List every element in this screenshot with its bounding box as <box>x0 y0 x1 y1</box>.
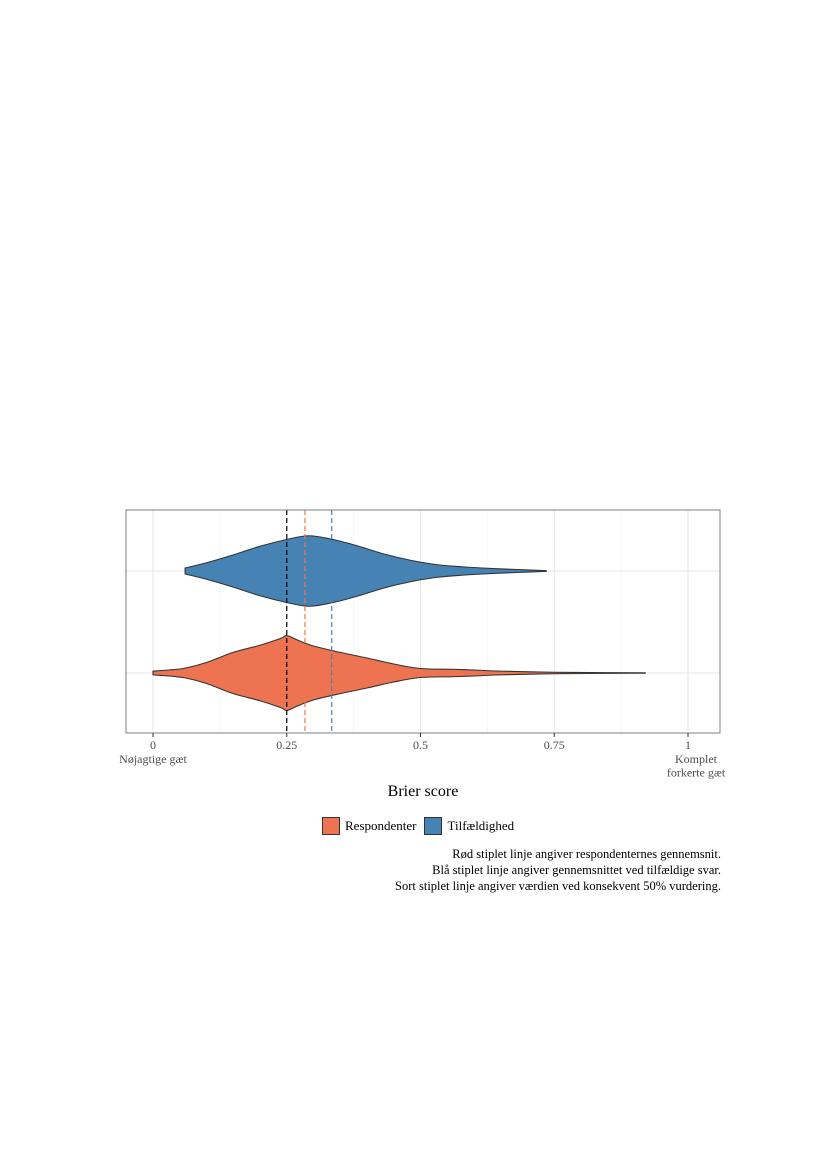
legend-label-respondenter: Respondenter <box>345 818 417 833</box>
caption-line-black: Sort stiplet linje angiver værdien ved k… <box>395 879 721 893</box>
violin-respondenter <box>152 634 646 712</box>
violins <box>152 535 646 712</box>
legend-label-tilfaeldighed: Tilfældighed <box>447 818 515 833</box>
legend-swatch-respondenter <box>322 817 340 835</box>
plot-panel-border <box>125 509 721 734</box>
x-tick-sublabel: Nøjagtige gæt <box>119 752 187 766</box>
legend-item-tilfaeldighed: Tilfældighed <box>424 817 514 835</box>
violin-tilf-ldighed <box>184 535 547 607</box>
x-tick-label: 0.25 <box>276 738 297 752</box>
x-tick-label: 0 <box>150 738 156 752</box>
x-tick-label: 0.75 <box>544 738 565 752</box>
legend-item-respondenter: Respondenter <box>322 817 416 835</box>
x-axis-title: Brier score <box>388 783 459 800</box>
x-tick-sublabel: forkerte gæt <box>667 766 726 780</box>
grid <box>126 510 720 733</box>
x-tick-label: 0.5 <box>413 738 428 752</box>
caption-line-blue: Blå stiplet linje angiver gennemsnittet … <box>432 863 721 877</box>
legend-swatch-tilfaeldighed <box>424 817 443 835</box>
caption: Rød stiplet linje angiver respondenterne… <box>395 846 721 894</box>
reference-lines <box>286 510 333 733</box>
x-tick-sublabel: Komplet <box>675 752 718 766</box>
legend: Respondenter Tilfældighed <box>322 817 522 835</box>
caption-line-red: Rød stiplet linje angiver respondenterne… <box>452 847 721 861</box>
x-tick-label: 1 <box>685 738 691 752</box>
